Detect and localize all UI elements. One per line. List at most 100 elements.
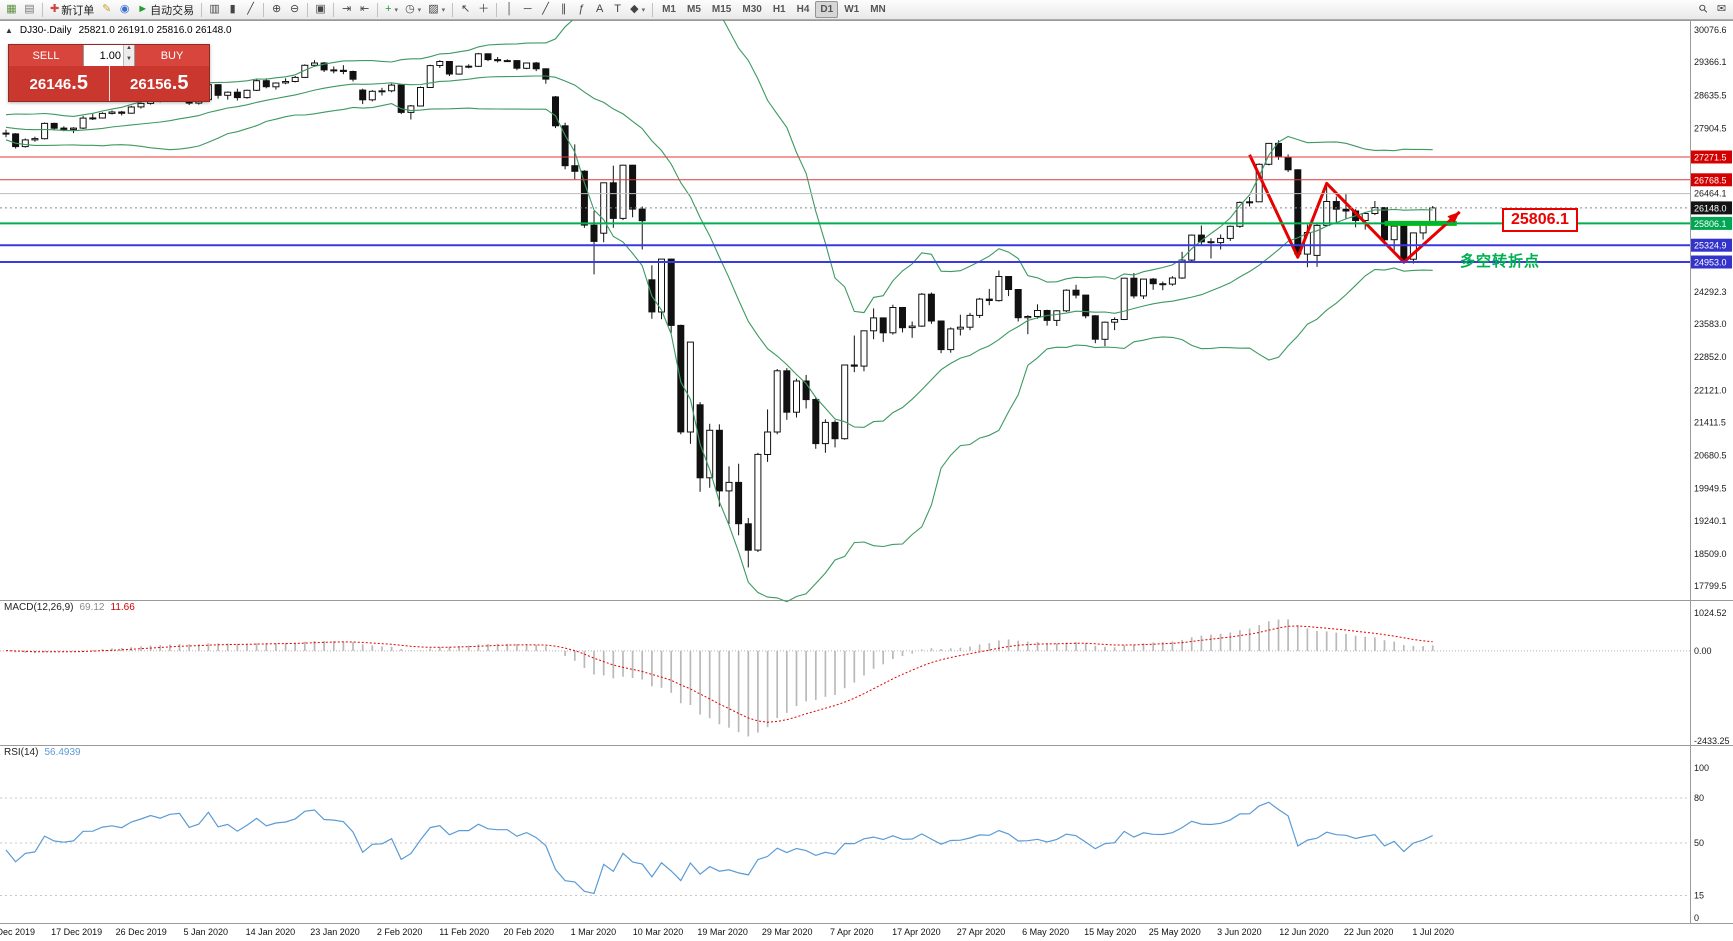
- volume-stepper: 1.00 ▲ ▼: [83, 45, 135, 66]
- timeframe-m15-button[interactable]: M15: [707, 1, 736, 18]
- timeframe-m1-button[interactable]: M1: [657, 1, 681, 18]
- time-label: 27 Apr 2020: [957, 927, 1006, 937]
- vertical-line-button[interactable]: │: [501, 1, 518, 18]
- auto-scroll-button[interactable]: ⇥: [338, 1, 355, 18]
- new-order-button[interactable]: ✚ 新订单: [47, 1, 97, 18]
- chat-button[interactable]: ✉: [1713, 1, 1730, 18]
- tile-windows-button[interactable]: ▣: [312, 1, 329, 18]
- chart-shift-button[interactable]: ⇤: [356, 1, 373, 18]
- timeframe-h1-button[interactable]: H1: [768, 1, 791, 18]
- search-button[interactable]: ⚲: [1696, 1, 1713, 18]
- sell-price[interactable]: 26146 .5: [9, 66, 109, 101]
- community-button[interactable]: ◉: [116, 1, 133, 18]
- toolbar-right-group: ⚲ ✉: [1696, 1, 1730, 18]
- cursor-button[interactable]: ↖: [457, 1, 474, 18]
- one-click-toggle-icon[interactable]: ▲: [5, 26, 13, 35]
- toolbar-separator: [496, 2, 498, 17]
- candlestick-chart-button[interactable]: ▮: [224, 1, 241, 18]
- label-button[interactable]: T: [609, 1, 626, 18]
- line-chart-button[interactable]: ╱: [242, 1, 259, 18]
- autotrading-button[interactable]: ► 自动交易: [134, 1, 197, 18]
- time-label: 23 Jan 2020: [310, 927, 360, 937]
- timeframe-m30-button-label: M30: [742, 4, 762, 15]
- templates-button[interactable]: ▨ ▾: [425, 1, 448, 18]
- chart-shift-icon: ⇤: [360, 3, 370, 15]
- text-button[interactable]: A: [591, 1, 608, 18]
- toolbar-separator: [452, 2, 454, 17]
- shapes-button[interactable]: ◆ ▾: [627, 1, 648, 18]
- timeframe-h4-button[interactable]: H4: [792, 1, 815, 18]
- main-toolbar: ▦ ▤ ✚ 新订单 ✎ ◉ ► 自动交易 ▥ ▮ ╱ ⊕ ⊖ ▣ ⇥ ⇤ + ▾ ◷ ▾ ▨ ▾ ↖ ＋ │ ─ ╱ ∥ ƒ A T ◆ ▾ M1…: [0, 0, 1733, 20]
- metaeditor-button[interactable]: ✎: [98, 1, 115, 18]
- price-tag-26768.5: [1691, 173, 1732, 187]
- sell-button[interactable]: SELL: [9, 45, 83, 66]
- time-axis[interactable]: 8 Dec 2019 17 Dec 2019 26 Dec 2019 5 Jan 20…: [0, 927, 1454, 937]
- turning-point-label[interactable]: 多空转折点: [1460, 253, 1541, 270]
- time-label: 3 Jun 2020: [1217, 927, 1262, 937]
- new-chart-button[interactable]: ▦: [3, 1, 20, 18]
- buy-price-main: 26156: [130, 76, 172, 93]
- timeframe-mn-button[interactable]: MN: [865, 1, 891, 18]
- timeframe-h1-button-label: H1: [772, 4, 786, 15]
- bar-chart-button[interactable]: ▥: [206, 1, 223, 18]
- toolbar-separator: [263, 2, 265, 17]
- volume-down-icon[interactable]: ▼: [124, 55, 134, 66]
- new-order-button-label: 新订单: [61, 4, 95, 17]
- timeframe-w1-button[interactable]: W1: [839, 1, 864, 18]
- shapes-icon: ◆: [630, 3, 639, 15]
- buy-price[interactable]: 26156 .5: [108, 66, 210, 101]
- macd-signal-value: 11.66: [110, 602, 135, 613]
- time-label: 11 Feb 2020: [439, 927, 489, 937]
- buy-button[interactable]: BUY: [135, 45, 209, 66]
- price-tick-label: 19240.1: [1694, 516, 1727, 526]
- zoom-in-button[interactable]: ⊕: [268, 1, 285, 18]
- volume-input[interactable]: 1.00: [99, 49, 121, 62]
- price-tick-label: 24292.3: [1694, 287, 1727, 297]
- price-callout[interactable]: 25806.1: [1502, 208, 1578, 232]
- time-label: 8 Dec 2019: [0, 927, 35, 937]
- rsi-axis-label: 15: [1694, 891, 1704, 901]
- price-plot[interactable]: [2, 0, 1461, 603]
- indicators-button[interactable]: + ▾: [382, 1, 401, 18]
- cursor-icon: ↖: [461, 3, 471, 15]
- timeframe-m5-button[interactable]: M5: [682, 1, 706, 18]
- price-tick-label: 23583.0: [1694, 319, 1727, 329]
- dropdown-arrow-icon: ▾: [417, 6, 422, 14]
- toolbar-separator: [42, 2, 43, 17]
- price-axis[interactable]: 30076.6 29366.1 28635.5 27904.5 26464.1 24292…: [1694, 25, 1727, 591]
- price-tag-text: 26768.5: [1694, 175, 1727, 185]
- time-label: 1 Mar 2020: [571, 927, 617, 937]
- channel-button[interactable]: ∥: [555, 1, 572, 18]
- profiles-button[interactable]: ▤: [21, 1, 38, 18]
- periods-button[interactable]: ◷ ▾: [402, 1, 424, 18]
- rsi-panel[interactable]: 100 80 50 15 0: [0, 763, 1709, 923]
- price-tag-25806.1: [1691, 216, 1732, 230]
- price-tag-26148: [1691, 201, 1732, 215]
- chart-title: ▲ DJ30-.Daily 25821.0 26191.0 25816.0 26…: [5, 25, 232, 36]
- fibonacci-button[interactable]: ƒ: [573, 1, 590, 18]
- symbol-period-label: DJ30-.Daily: [19, 25, 72, 36]
- sell-price-pips: .5: [71, 72, 88, 94]
- macd-axis-max: 1024.52: [1694, 608, 1727, 618]
- timeframe-d1-button[interactable]: D1: [815, 1, 839, 18]
- tile-windows-icon: ▣: [315, 3, 326, 15]
- time-label: 6 May 2020: [1022, 927, 1069, 937]
- trendline-button[interactable]: ╱: [537, 1, 554, 18]
- price-tag-27271.5: [1691, 150, 1732, 164]
- dropdown-arrow-icon: ▾: [441, 6, 446, 14]
- timeframe-m1-button-label: M1: [662, 4, 676, 15]
- toolbar-separator: [377, 2, 379, 17]
- price-tag-text: 25806.1: [1694, 219, 1727, 229]
- time-label: 14 Jan 2020: [246, 927, 296, 937]
- timeframe-d1-button-label: D1: [820, 4, 834, 15]
- crosshair-button[interactable]: ＋: [475, 1, 492, 18]
- rsi-axis-label: 100: [1694, 763, 1709, 773]
- horizontal-line-button[interactable]: ─: [519, 1, 536, 18]
- timeframe-m30-button[interactable]: M30: [737, 1, 766, 18]
- macd-panel[interactable]: [0, 619, 1690, 737]
- zoom-out-button[interactable]: ⊖: [286, 1, 303, 18]
- toolbar-separator: [652, 2, 654, 17]
- volume-up-icon[interactable]: ▲: [124, 45, 134, 56]
- time-label: 17 Apr 2020: [892, 927, 941, 937]
